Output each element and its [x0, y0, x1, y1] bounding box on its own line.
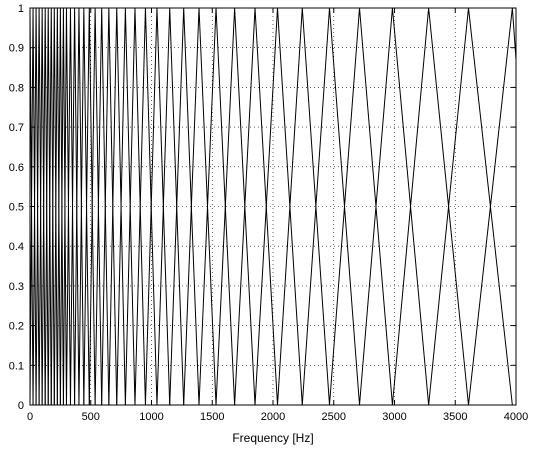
filter-triangle-28 [169, 8, 200, 405]
filter-triangle-17 [78, 8, 90, 405]
filter-triangle-30 [198, 8, 236, 405]
filter-triangle-14 [65, 8, 76, 405]
y-tick-label: 0.4 [9, 241, 24, 253]
filter-triangle-7 [44, 8, 52, 405]
filter-triangle-32 [234, 8, 278, 405]
x-tick-label: 2000 [261, 411, 285, 423]
x-tick-label: 1500 [200, 411, 224, 423]
y-tick-label: 0.5 [9, 202, 24, 214]
x-tick-label: 1000 [139, 411, 163, 423]
filter-triangle-22 [108, 8, 126, 405]
x-tick-label: 0 [27, 411, 33, 423]
y-tick-label: 0.2 [9, 321, 24, 333]
filter-triangle-4 [35, 8, 43, 405]
filter-triangle-9 [50, 8, 58, 405]
y-tick-label: 0.9 [9, 43, 24, 55]
filter-triangle-36 [329, 8, 393, 405]
filter-triangle-26 [144, 8, 171, 405]
x-tick-label: 3000 [382, 411, 406, 423]
filter-triangle-13 [62, 8, 71, 405]
x-tick-label: 500 [82, 411, 100, 423]
filter-triangle-2 [30, 8, 37, 405]
x-tick-label: 4000 [504, 411, 528, 423]
filter-triangle-34 [277, 8, 330, 405]
filter-triangle-11 [56, 8, 64, 405]
y-tick-label: 0.7 [9, 122, 24, 134]
x-tick-label: 3500 [443, 411, 467, 423]
filter-triangle-39 [428, 8, 513, 405]
filter-triangle-38 [391, 8, 469, 405]
filter-triangle-31 [215, 8, 256, 405]
filter-triangle-40 [467, 8, 516, 405]
filter-triangle-21 [101, 8, 118, 405]
filter-triangle-3 [32, 8, 40, 405]
y-tick-label: 0.6 [9, 162, 24, 174]
filter-triangle-20 [94, 8, 110, 405]
x-axis-label: Frequency [Hz] [232, 431, 313, 445]
filter-triangle-25 [134, 8, 158, 405]
filter-triangle-37 [359, 8, 430, 405]
filter-triangle-35 [301, 8, 361, 405]
filter-triangle-27 [156, 8, 185, 405]
filter-triangle-6 [41, 8, 49, 405]
y-tick-label: 0.3 [9, 281, 24, 293]
filter-triangle-19 [88, 8, 103, 405]
filter-triangle-23 [116, 8, 136, 405]
filter-triangle-16 [74, 8, 85, 405]
filter-triangle-12 [59, 8, 67, 405]
y-tick-label: 1 [18, 3, 24, 15]
filter-triangle-8 [47, 8, 55, 405]
filter-series [30, 8, 516, 405]
y-tick-label: 0 [18, 400, 24, 412]
filter-triangle-15 [69, 8, 80, 405]
filter-triangle-24 [124, 8, 146, 405]
filter-triangle-5 [38, 8, 46, 405]
y-axis-ticks: 0 0.1 0.2 0.3 0.4 0.5 0.6 0.7 0.8 0.9 1 [9, 3, 516, 412]
y-tick-label: 0.1 [9, 360, 24, 372]
filter-triangle-29 [183, 8, 217, 405]
filter-triangle-10 [53, 8, 61, 405]
x-tick-label: 2500 [322, 411, 346, 423]
filter-triangle-33 [254, 8, 303, 405]
x-axis-ticks: 0 500 1000 1500 2000 2500 3000 3500 4000 [27, 8, 528, 423]
y-tick-label: 0.8 [9, 82, 24, 94]
filter-triangle-18 [83, 8, 96, 405]
